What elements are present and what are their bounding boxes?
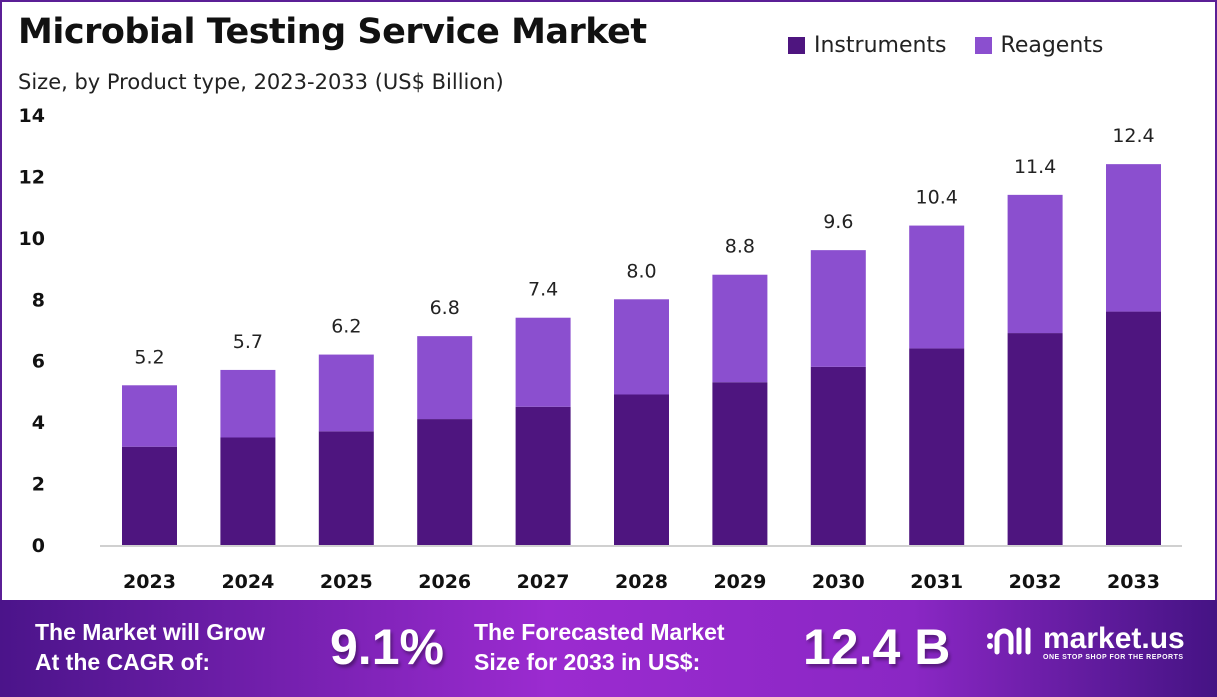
legend-swatch-instruments xyxy=(788,37,805,54)
logo-icon xyxy=(987,627,1031,655)
bar-segment-instruments xyxy=(712,382,768,545)
x-tick-label: 2026 xyxy=(418,571,471,593)
y-tick-label: 4 xyxy=(32,412,45,434)
cagr-label: The Market will Grow At the CAGR of: xyxy=(35,617,265,677)
legend-item-reagents: Reagents xyxy=(974,33,1104,58)
x-tick-label: 2028 xyxy=(615,571,668,593)
x-tick-label: 2027 xyxy=(517,571,570,593)
data-label: 5.7 xyxy=(233,331,263,353)
bar-segment-reagents xyxy=(712,274,768,383)
logo-tagline: ONE STOP SHOP FOR THE REPORTS xyxy=(1043,653,1184,661)
bar-segment-reagents xyxy=(614,299,669,395)
legend-label: Reagents xyxy=(1000,33,1104,58)
summary-banner: The Market will Grow At the CAGR of: 9.1… xyxy=(0,600,1217,697)
bar-chart: 0 2 4 6 8 10 12 14 5.2 2023 5.7 2024 6.2 2025 6.8 2026 7… xyxy=(19,105,1182,593)
y-tick-label: 14 xyxy=(19,105,45,127)
forecast-label-line: The Forecasted Market xyxy=(474,619,725,645)
cagr-label-line: The Market will Grow xyxy=(35,619,266,645)
bar-segment-instruments xyxy=(909,348,965,545)
logo-name: market.us xyxy=(1043,621,1185,655)
bar-segment-reagents xyxy=(515,317,571,407)
x-tick-label: 2024 xyxy=(221,571,274,593)
bar-segment-instruments xyxy=(515,406,571,545)
data-label: 6.2 xyxy=(331,316,361,338)
y-tick-label: 10 xyxy=(19,228,45,250)
x-tick-label: 2029 xyxy=(713,571,766,593)
bar-segment-instruments xyxy=(810,366,866,545)
chart-frame xyxy=(0,0,1217,602)
bar-segment-reagents xyxy=(122,385,177,447)
y-tick-label: 8 xyxy=(32,289,45,311)
legend: Instruments Reagents xyxy=(788,33,1103,58)
x-tick-label: 2033 xyxy=(1107,571,1160,593)
y-tick-label: 12 xyxy=(19,166,45,188)
data-label: 12.4 xyxy=(1112,125,1154,147)
bar-segment-reagents xyxy=(1106,164,1161,312)
bar-segment-reagents xyxy=(909,225,965,349)
x-tick-label: 2025 xyxy=(320,571,373,593)
data-label: 6.8 xyxy=(430,297,460,319)
legend-swatch-reagents xyxy=(974,37,992,54)
data-label: 11.4 xyxy=(1014,156,1056,178)
bar-segment-reagents xyxy=(810,250,866,367)
data-label: 8.8 xyxy=(725,236,755,258)
legend-label: Instruments xyxy=(814,33,947,58)
market-us-logo: market.us ONE STOP SHOP FOR THE REPORTS xyxy=(985,622,1185,662)
forecast-label: The Forecasted Market Size for 2033 in U… xyxy=(474,617,725,677)
forecast-label-line: Size for 2033 in US$: xyxy=(474,649,701,675)
data-label: 5.2 xyxy=(134,346,164,368)
bar-segment-instruments xyxy=(614,394,669,545)
chart-subtitle: Size, by Product type, 2023-2033 (US$ Bi… xyxy=(18,70,504,94)
bar-segment-reagents xyxy=(318,354,374,432)
bar-segment-instruments xyxy=(1106,311,1161,545)
y-tick-label: 2 xyxy=(32,474,45,496)
bar-segment-instruments xyxy=(417,419,473,545)
bar-segment-instruments xyxy=(122,446,177,545)
bar-segment-reagents xyxy=(220,369,276,438)
data-label: 8.0 xyxy=(626,260,656,282)
cagr-label-line: At the CAGR of: xyxy=(35,649,211,675)
bar-segment-reagents xyxy=(1007,194,1063,334)
bar-segment-reagents xyxy=(417,336,473,420)
bar-segment-instruments xyxy=(318,431,374,545)
data-label: 10.4 xyxy=(916,187,958,209)
y-tick-label: 0 xyxy=(32,535,45,557)
legend-item-instruments: Instruments xyxy=(788,33,947,58)
bar-segment-instruments xyxy=(1007,333,1063,545)
x-tick-label: 2030 xyxy=(812,571,865,593)
chart-title: Microbial Testing Service Market xyxy=(18,12,647,52)
forecast-value: 12.4 B xyxy=(803,619,951,675)
bar-segment-instruments xyxy=(220,437,276,545)
x-tick-label: 2031 xyxy=(910,571,963,593)
x-tick-label: 2023 xyxy=(123,571,176,593)
data-label: 7.4 xyxy=(528,279,558,301)
cagr-value: 9.1% xyxy=(330,619,444,675)
data-label: 9.6 xyxy=(823,211,853,233)
y-tick-label: 6 xyxy=(32,351,45,373)
x-tick-label: 2032 xyxy=(1009,571,1062,593)
